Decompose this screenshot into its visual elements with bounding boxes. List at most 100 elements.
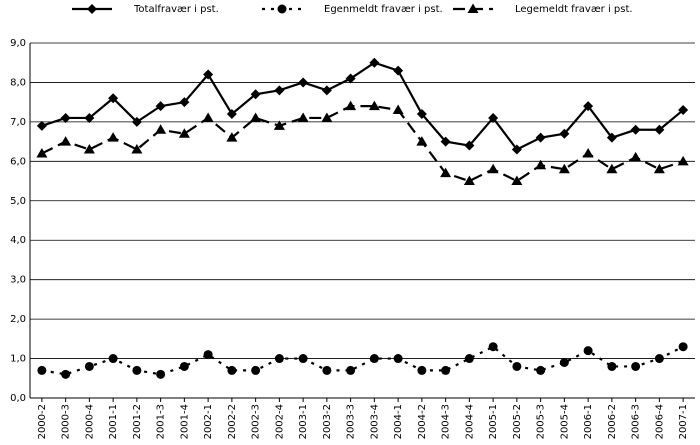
data-point [583, 101, 594, 112]
x-tick-label: 2002-3 [251, 404, 262, 439]
data-point [511, 175, 523, 186]
x-tick-label: 2002-1 [203, 404, 214, 439]
data-point [630, 124, 641, 135]
data-point [131, 116, 142, 127]
x-tick-label: 2006-4 [654, 404, 665, 439]
x-tick-label: 2001-4 [179, 404, 190, 439]
data-point [156, 369, 166, 379]
data-point [345, 100, 357, 111]
data-point [512, 361, 522, 371]
x-tick-label: 2005-4 [559, 404, 570, 439]
x-tick-label: 2004-3 [441, 404, 452, 439]
data-point [226, 109, 237, 119]
x-tick-label: 2002-2 [227, 404, 238, 439]
data-point [321, 85, 332, 96]
data-point [227, 365, 237, 375]
data-point [536, 365, 546, 375]
data-point [511, 144, 522, 155]
data-point [203, 350, 213, 360]
legend-marker [277, 4, 287, 14]
y-tick-label: 9,0 [10, 38, 26, 49]
data-point [273, 120, 285, 130]
legend-label: Legemeldt fravær i pst. [515, 4, 633, 15]
x-tick-label: 2004-1 [393, 404, 404, 439]
data-point [678, 105, 689, 116]
data-point [131, 144, 143, 154]
x-tick-label: 2006-2 [607, 404, 618, 439]
data-point [369, 57, 380, 68]
legend-marker [87, 4, 97, 14]
data-point [83, 144, 95, 154]
data-point [274, 354, 284, 364]
data-point [60, 136, 72, 146]
y-tick-label: 4,0 [10, 235, 26, 246]
data-point [274, 85, 285, 96]
data-point [37, 365, 47, 375]
data-point [251, 365, 261, 375]
data-point [559, 358, 569, 367]
data-point [440, 167, 452, 178]
data-point [558, 163, 570, 174]
data-point [345, 73, 356, 84]
x-tick-label: 2003-4 [369, 404, 380, 439]
y-tick-label: 3,0 [10, 275, 26, 286]
y-tick-label: 7,0 [10, 117, 26, 128]
data-point [417, 365, 427, 375]
data-point [440, 136, 451, 147]
series-line [41, 61, 684, 151]
data-point [464, 354, 474, 364]
data-point [464, 140, 475, 151]
data-point [179, 361, 189, 371]
data-point [298, 77, 309, 88]
data-point [298, 354, 308, 364]
data-point [84, 361, 94, 371]
data-point [61, 369, 71, 379]
data-point [463, 175, 475, 186]
data-point [369, 354, 379, 364]
data-point [416, 136, 428, 146]
data-point [132, 365, 142, 375]
data-point [607, 361, 617, 371]
x-tick-label: 2005-2 [512, 404, 523, 439]
x-tick-label: 2005-3 [536, 404, 547, 439]
data-point [36, 147, 48, 158]
series-line [41, 105, 684, 183]
data-point [108, 93, 119, 104]
data-point [297, 112, 309, 122]
data-point [631, 361, 641, 371]
data-point [441, 365, 451, 375]
data-point [84, 112, 95, 123]
data-point [582, 147, 594, 158]
x-tick-label: 2002-4 [274, 404, 285, 439]
data-point [487, 163, 499, 174]
data-point [250, 89, 261, 100]
x-tick-label: 2000-3 [61, 404, 72, 439]
x-tick-label: 2003-1 [298, 404, 309, 439]
x-tick-label: 2004-4 [464, 404, 475, 439]
data-point [677, 155, 689, 166]
x-tick-label: 2001-1 [108, 404, 119, 439]
y-tick-label: 2,0 [10, 314, 26, 325]
data-point [155, 101, 166, 112]
data-point [107, 132, 119, 142]
data-point [202, 112, 214, 122]
data-point [488, 342, 498, 352]
data-point [630, 151, 642, 162]
data-point [322, 365, 332, 375]
legend-label: Totalfravær i pst. [133, 4, 219, 15]
x-tick-label: 2004-2 [417, 404, 428, 439]
x-tick-label: 2006-1 [583, 404, 594, 439]
x-tick-label: 2003-3 [346, 404, 357, 439]
x-tick-label: 2003-2 [322, 404, 333, 439]
data-point [393, 65, 404, 76]
data-point [178, 128, 190, 138]
y-tick-label: 8,0 [10, 77, 26, 88]
data-point [559, 128, 570, 139]
data-point [108, 354, 118, 364]
data-point [654, 354, 664, 364]
data-point [226, 132, 238, 142]
legend-label: Egenmeldt fravær i pst. [324, 4, 443, 15]
y-tick-label: 1,0 [10, 354, 26, 365]
y-tick-label: 6,0 [10, 156, 26, 167]
x-tick-label: 2006-3 [631, 404, 642, 439]
